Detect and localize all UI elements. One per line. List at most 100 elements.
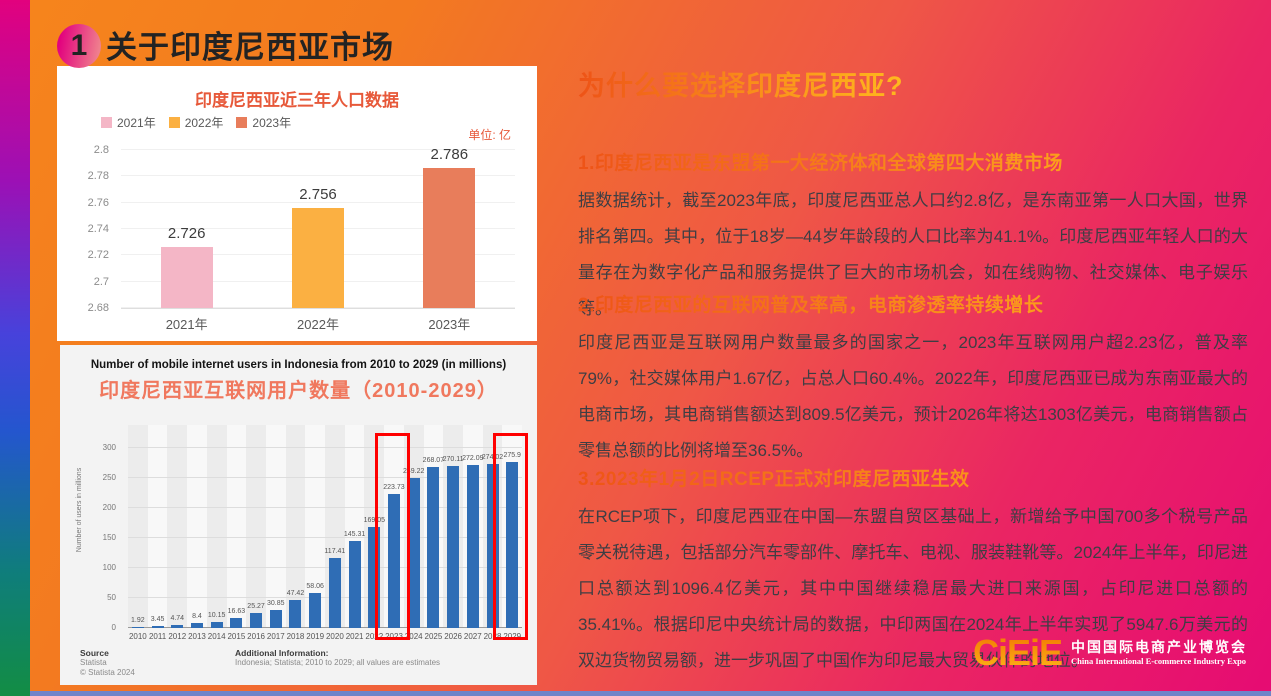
bar-value-label: 275.9	[503, 452, 521, 460]
bar-group: 223.73	[383, 425, 405, 628]
bar-group: 2.726	[121, 150, 252, 308]
bar-group: 16.63	[227, 425, 247, 628]
grid-layer	[128, 425, 522, 628]
x-tick-label: 2017	[266, 631, 285, 641]
bar-group: 30.85	[266, 425, 286, 628]
population-chart: 2.68 2.7 2.72 2.74 2.76 2.78 2.8 2.726 2.756 2.7…	[73, 144, 519, 332]
column-band	[187, 425, 207, 628]
x-tick-label: 2026	[444, 631, 462, 641]
bar-value-label: 270.11	[442, 455, 464, 463]
x-tick-label: 2022	[365, 631, 384, 641]
y-tick-label: 200	[102, 503, 116, 512]
bar-value-label: 169.05	[363, 516, 385, 524]
legend-swatch	[168, 117, 180, 128]
page-title: 关于印度尼西亚市场	[106, 30, 394, 65]
chart-footer: Source Statista © Statista 2024 Addition…	[80, 648, 527, 678]
section-3: 3.2023年1月2日RCEP正式对印度尼西亚生效 在RCEP项下，印度尼西亚在…	[578, 464, 1248, 679]
bar-group: 270.11	[442, 425, 464, 628]
bar-group: 3.45	[148, 425, 168, 628]
internet-users-bar	[230, 618, 243, 628]
y-tick-label: 250	[102, 473, 116, 482]
bar-value-label: 2.756	[299, 185, 337, 203]
internet-users-bar	[387, 493, 400, 628]
internet-users-bar	[348, 540, 361, 628]
internet-users-bar	[171, 625, 184, 628]
bar-group: 272.09	[462, 425, 484, 628]
population-chart-card: 印度尼西亚近三年人口数据 2021年 2022年 2023年 单位: 亿 2.68 2…	[57, 66, 537, 341]
internet-users-bar	[328, 557, 341, 628]
bar-group: 117.41	[324, 425, 346, 628]
population-bar	[423, 168, 476, 308]
internet-users-bar	[506, 462, 519, 628]
x-tick-label: 2029	[503, 631, 522, 641]
y-tick-label: 0	[111, 623, 116, 632]
section-3-heading: 3.2023年1月2日RCEP正式对印度尼西亚生效	[578, 464, 1248, 491]
x-tick-label: 2020	[325, 631, 344, 641]
bar-value-label: 25.27	[247, 602, 265, 610]
bar-value-label: 272.09	[462, 454, 484, 462]
expo-logo-text: 中国国际电商产业博览会 China International E-commer…	[1071, 639, 1247, 667]
x-tick-label: 2014	[207, 631, 226, 641]
internet-users-chart-card: Number of mobile internet users in Indon…	[60, 345, 537, 685]
highlight-box-2023	[375, 433, 410, 640]
y-axis: 0 50 100 150 200 250 300	[84, 425, 122, 632]
y-tick-label: 150	[102, 533, 116, 542]
legend-label: 2022年	[184, 116, 224, 130]
x-tick-label: 2021	[345, 631, 364, 641]
column-band	[128, 425, 148, 628]
x-tick-label: 2023	[385, 631, 403, 641]
bar-value-label: 1.92	[131, 616, 145, 624]
plot-area: 2.726 2.756 2.786	[121, 146, 515, 309]
x-tick-label: 2021年	[165, 317, 208, 332]
gridline	[128, 447, 522, 448]
column-band	[206, 425, 227, 628]
bar-value-label: 58.06	[306, 583, 324, 591]
y-tick-label: 2.72	[87, 249, 109, 262]
x-tick-label: 2027	[463, 631, 482, 641]
y-axis: 2.68 2.7 2.72 2.74 2.76 2.78 2.8	[73, 144, 117, 314]
x-tick-label: 2013	[188, 631, 206, 641]
internet-users-bar	[210, 621, 223, 628]
x-tick-label: 2028	[483, 631, 502, 641]
bar-value-label: 274.02	[481, 453, 504, 461]
legend-label: 2021年	[117, 116, 156, 130]
column-band	[147, 425, 168, 628]
chart-area: 1.92 3.45 4.74 8.4 10.15 16.63 25.27 30.85 47.42…	[128, 425, 528, 644]
expo-name-en: China International E-commerce Industry …	[1071, 656, 1247, 667]
y-tick-label: 300	[102, 443, 116, 452]
column-band	[246, 425, 266, 628]
internet-users-bar	[289, 599, 302, 628]
x-tick-label: 2018	[286, 631, 305, 641]
chart-title-en: Number of mobile internet users in Indon…	[90, 359, 507, 371]
population-chart-title: 印度尼西亚近三年人口数据	[195, 91, 399, 110]
bar-group: 1.92	[128, 425, 148, 628]
x-tick-label: 2025	[424, 631, 443, 641]
y-tick-label: 2.7	[93, 275, 109, 288]
x-axis-line	[128, 627, 522, 628]
gridline	[128, 537, 522, 538]
internet-users-bar	[190, 622, 203, 628]
gridline	[128, 477, 522, 478]
bar-value-label: 10.15	[207, 611, 226, 619]
section-2-heading: 2.印度尼西亚的互联网普及率高，电商渗透率持续增长	[578, 290, 1248, 317]
column-band	[285, 425, 306, 628]
internet-users-bar	[466, 464, 479, 628]
bar-value-label: 3.45	[150, 615, 165, 623]
gridline	[128, 567, 522, 568]
population-bar	[291, 207, 344, 308]
why-indonesia-panel: 为什么要选择印度尼西亚? 1.印度尼西亚是东盟第一大经济体和全球第四大消费市场 …	[578, 64, 1248, 684]
y-tick-label: 2.68	[87, 302, 109, 314]
x-tick-label: 2012	[168, 631, 187, 641]
bar-group: 249.22	[403, 425, 424, 628]
chart-title-zh: 印度尼西亚互联网用户数量（2010-2029）	[99, 380, 498, 402]
y-tick-label: 100	[102, 563, 116, 572]
x-tick-label: 2015	[227, 631, 246, 641]
rainbow-edge-strip	[0, 0, 30, 696]
bar-value-label: 4.74	[170, 615, 185, 623]
bar-value-label: 117.41	[324, 547, 346, 555]
bar-group: 47.42	[286, 425, 306, 628]
x-tick-label: 2016	[247, 631, 265, 641]
bottom-edge-strip	[30, 691, 1271, 696]
y-tick-label: 50	[107, 593, 116, 602]
y-tick-label: 2.76	[87, 196, 109, 209]
